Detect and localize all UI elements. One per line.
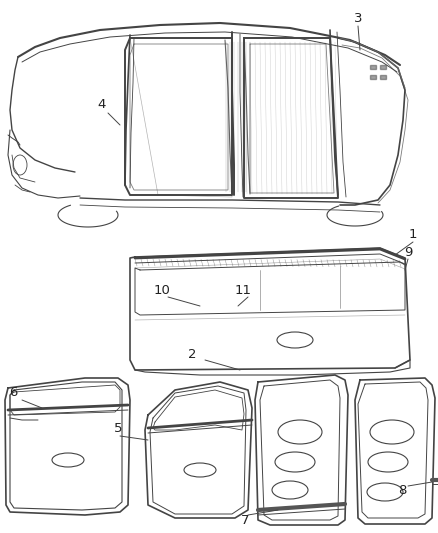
Text: 11: 11 (234, 284, 251, 296)
Text: 3: 3 (354, 12, 362, 25)
Text: 4: 4 (98, 99, 106, 111)
Text: 1: 1 (409, 229, 417, 241)
Text: 8: 8 (398, 483, 406, 497)
Text: 6: 6 (9, 386, 17, 400)
Bar (380, 65, 386, 69)
Bar (370, 65, 376, 69)
Text: 5: 5 (114, 422, 122, 434)
Bar (370, 75, 376, 79)
Text: 10: 10 (154, 284, 170, 296)
Text: 7: 7 (241, 513, 249, 527)
Bar (380, 75, 386, 79)
Text: 2: 2 (188, 349, 196, 361)
Text: 9: 9 (404, 246, 412, 259)
